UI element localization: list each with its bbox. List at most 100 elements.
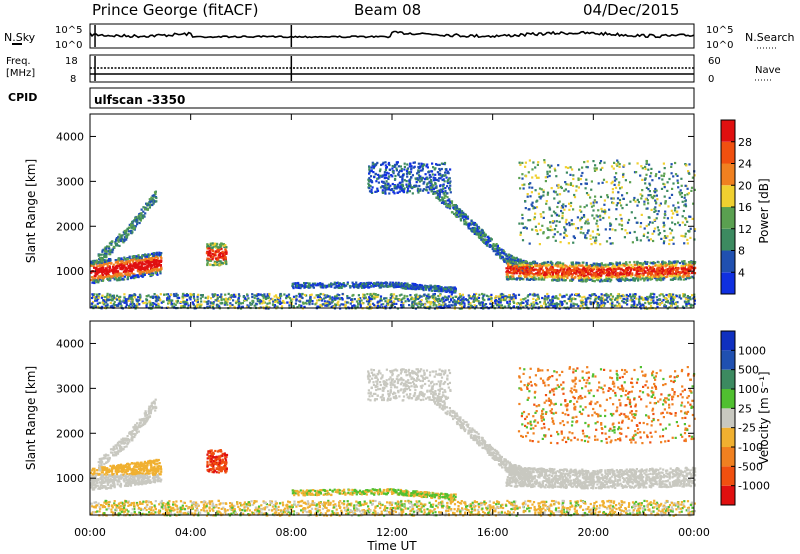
- ground-scatter-echo: [601, 299, 605, 302]
- power-echo: [656, 264, 659, 267]
- ground-scatter-echo: [689, 298, 692, 301]
- power-echo: [158, 260, 161, 263]
- ground-scatter-echo: [353, 286, 356, 289]
- ground-scatter-echo: [438, 305, 441, 308]
- power-echo: [108, 275, 111, 278]
- power-echo: [120, 263, 123, 266]
- ground-scatter-echo: [404, 283, 407, 286]
- power-echo: [444, 187, 447, 190]
- power-echo: [131, 231, 134, 234]
- ground-scatter-echo: [324, 296, 327, 299]
- ground-scatter-echo: [653, 293, 656, 296]
- power-echo: [120, 267, 123, 271]
- ground-scatter-echo: [171, 299, 174, 302]
- ground-scatter-echo: [383, 297, 386, 300]
- power-echo: [144, 260, 147, 263]
- ground-scatter-echo: [280, 305, 284, 308]
- power-echo: [385, 176, 388, 179]
- power-echo: [419, 169, 422, 172]
- ground-scatter-echo: [690, 303, 693, 306]
- power-echo: [419, 189, 422, 192]
- power-echo: [135, 257, 138, 260]
- power-echo: [387, 182, 390, 186]
- ground-scatter-echo: [138, 298, 142, 301]
- power-echo: [394, 177, 397, 181]
- power-echo: [519, 258, 522, 261]
- ground-scatter-echo: [290, 300, 293, 303]
- power-echo: [428, 188, 431, 191]
- ground-scatter-echo: [414, 297, 417, 300]
- power-echo: [425, 186, 428, 189]
- ground-scatter-echo: [319, 303, 322, 307]
- ground-scatter-echo: [186, 294, 189, 297]
- ground-scatter-echo: [274, 305, 277, 308]
- ground-scatter-echo: [425, 297, 428, 300]
- ground-scatter-echo: [473, 295, 476, 298]
- power-echo: [460, 210, 464, 213]
- power-echo: [541, 269, 545, 272]
- ground-scatter-echo: [264, 295, 267, 298]
- power-echo: [368, 184, 371, 187]
- ground-scatter-echo: [311, 300, 314, 303]
- ground-scatter-echo: [135, 299, 138, 302]
- ground-scatter-echo: [448, 301, 451, 304]
- ground-scatter-echo: [296, 306, 299, 309]
- ground-scatter-echo: [326, 285, 329, 288]
- power-echo: [155, 265, 158, 268]
- ground-scatter-echo: [662, 298, 665, 302]
- ground-scatter-echo: [373, 295, 376, 298]
- power-echo: [139, 268, 143, 271]
- power-echo: [437, 173, 441, 176]
- power-echo: [494, 250, 497, 253]
- power-echo: [416, 187, 420, 190]
- ground-scatter-echo: [361, 302, 364, 305]
- ground-scatter-echo: [520, 301, 524, 304]
- ground-scatter-echo: [91, 293, 94, 296]
- ground-scatter-echo: [400, 293, 403, 296]
- ground-scatter-echo: [376, 283, 379, 286]
- power-echo: [494, 253, 498, 256]
- ground-scatter-echo: [548, 304, 551, 307]
- ground-scatter-echo: [251, 293, 254, 296]
- ground-scatter-echo: [411, 302, 414, 305]
- ground-scatter-echo: [133, 296, 136, 299]
- ground-scatter-echo: [119, 302, 122, 305]
- ground-scatter-echo: [502, 293, 505, 296]
- ground-scatter-echo: [376, 304, 379, 307]
- power-echo: [153, 200, 156, 203]
- power-echo: [669, 274, 672, 277]
- power-echo: [137, 274, 140, 277]
- ground-scatter-echo: [600, 293, 603, 296]
- ground-scatter-echo: [389, 281, 392, 284]
- power-echo: [152, 195, 155, 198]
- power-echo: [403, 179, 406, 182]
- power-echo: [401, 177, 404, 180]
- power-echo: [140, 274, 143, 277]
- power-echo: [384, 184, 387, 187]
- power-echo: [471, 230, 474, 233]
- power-echo: [143, 208, 147, 211]
- ground-scatter-echo: [337, 303, 340, 306]
- power-echo: [449, 180, 452, 183]
- ground-scatter-echo: [668, 295, 671, 298]
- power-echo: [114, 276, 117, 279]
- ground-scatter-echo: [97, 296, 100, 299]
- ground-scatter-echo: [90, 305, 93, 308]
- power-echo: [130, 224, 133, 227]
- ground-scatter-echo: [536, 298, 539, 301]
- ground-scatter-echo: [282, 299, 285, 303]
- ground-scatter-echo: [162, 300, 165, 303]
- ground-scatter-echo: [662, 295, 665, 298]
- power-echo: [611, 272, 614, 275]
- power-echo: [378, 170, 382, 173]
- ground-scatter-echo: [561, 303, 564, 306]
- power-echo: [394, 174, 397, 178]
- power-echo: [412, 166, 415, 169]
- ground-scatter-echo: [278, 300, 281, 303]
- power-echo: [156, 257, 160, 260]
- power-echo: [515, 256, 518, 259]
- ground-scatter-echo: [672, 293, 675, 296]
- power-echo: [421, 167, 424, 170]
- power-echo: [137, 270, 140, 273]
- power-echo: [627, 267, 630, 270]
